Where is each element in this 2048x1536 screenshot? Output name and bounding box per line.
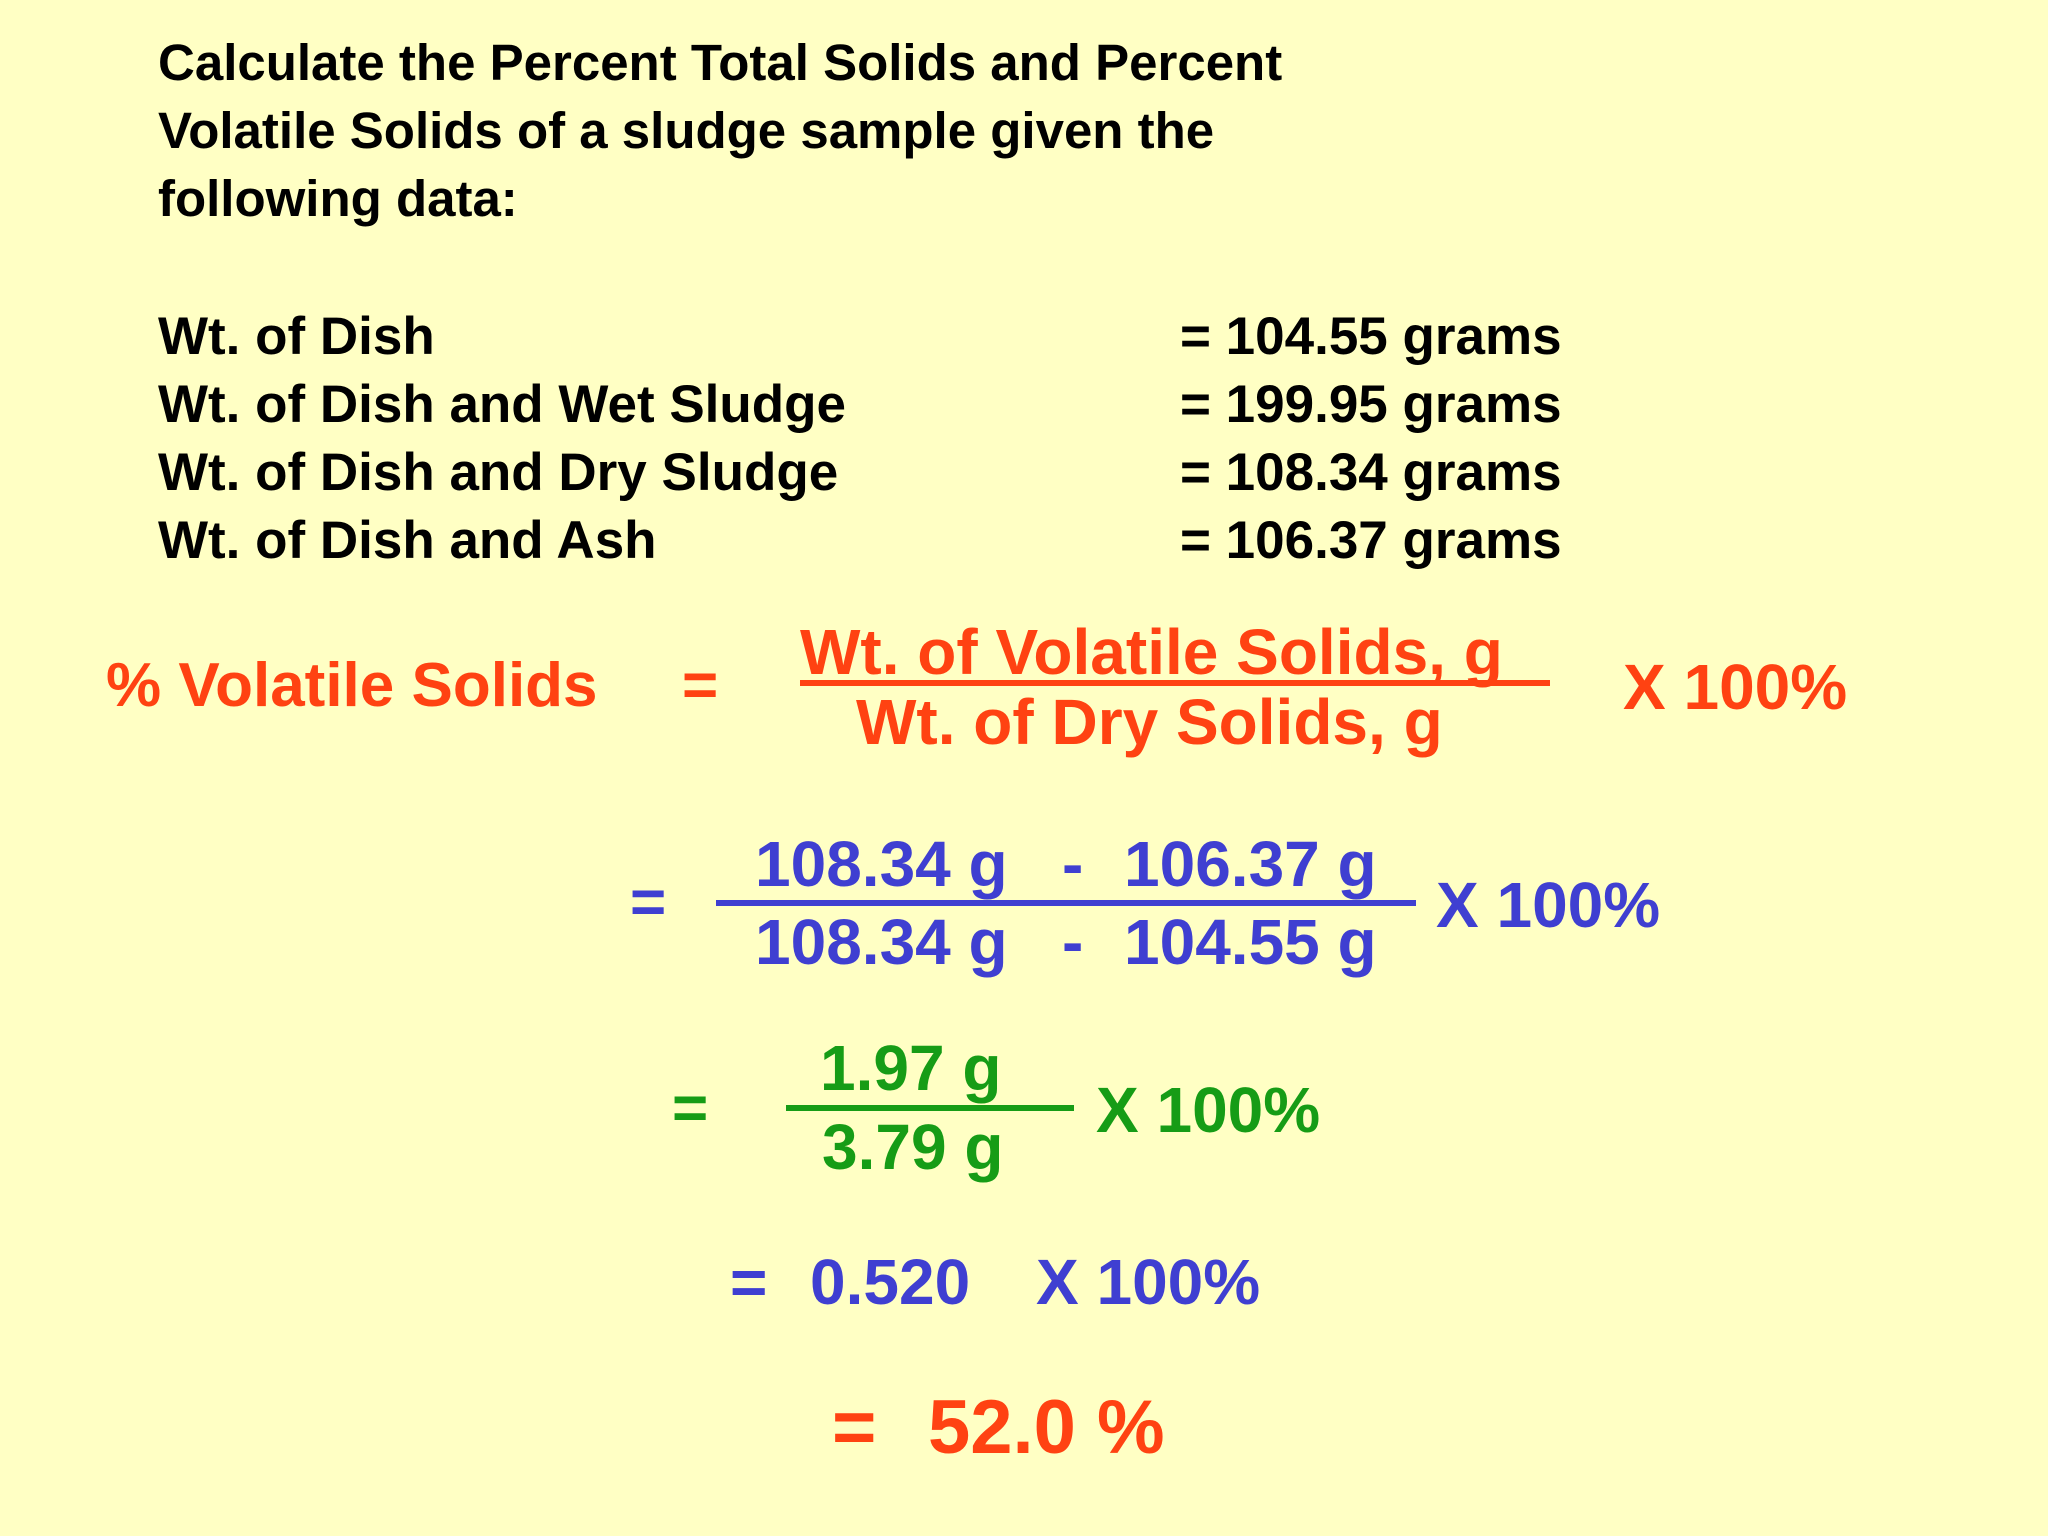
step1-den-b: 104.55 g [1124, 906, 1377, 978]
step2-equals: = [672, 1074, 709, 1143]
step1-multiplier: X 100% [1436, 869, 1661, 941]
data-label-ash: Wt. of Dish and Ash [158, 511, 657, 570]
step3-equals: = [730, 1246, 768, 1318]
data-value-dry-sludge: = 108.34 grams [1180, 443, 1562, 502]
data-value-wet-sludge: = 199.95 grams [1180, 375, 1562, 434]
step1-den-op: - [1062, 906, 1084, 978]
step1-equals: = [630, 868, 667, 937]
step2-multiplier: X 100% [1096, 1074, 1321, 1146]
formula-multiplier: X 100% [1623, 651, 1848, 723]
formula-fraction-bar [800, 680, 1550, 686]
result-value: 52.0 % [928, 1385, 1165, 1470]
data-label-wet-sludge: Wt. of Dish and Wet Sludge [158, 375, 846, 434]
step1-den-a: 108.34 g [755, 906, 1008, 978]
problem-line-3: following data: [158, 170, 518, 227]
step2-fraction-bar [786, 1105, 1074, 1111]
step1-num-op: - [1062, 828, 1084, 900]
step3-multiplier: X 100% [1036, 1246, 1261, 1318]
problem-line-1: Calculate the Percent Total Solids and P… [158, 34, 1283, 91]
step3-value: 0.520 [810, 1246, 971, 1318]
step1-fraction-bar [716, 900, 1416, 906]
formula-equals: = [682, 651, 719, 720]
data-value-ash: = 106.37 grams [1180, 511, 1562, 570]
formula-lhs: % Volatile Solids [106, 651, 598, 720]
formula-numerator: Wt. of Volatile Solids, g [800, 616, 1503, 688]
step1-num-b: 106.37 g [1124, 828, 1377, 900]
result-equals: = [832, 1385, 877, 1470]
step1-num-a: 108.34 g [755, 828, 1008, 900]
data-value-dish: = 104.55 grams [1180, 307, 1562, 366]
data-label-dry-sludge: Wt. of Dish and Dry Sludge [158, 443, 839, 502]
data-label-dish: Wt. of Dish [158, 307, 435, 366]
problem-line-2: Volatile Solids of a sludge sample given… [158, 102, 1215, 159]
formula-denominator: Wt. of Dry Solids, g [856, 686, 1443, 758]
step2-denominator: 3.79 g [822, 1111, 1004, 1183]
step2-numerator: 1.97 g [820, 1032, 1002, 1104]
